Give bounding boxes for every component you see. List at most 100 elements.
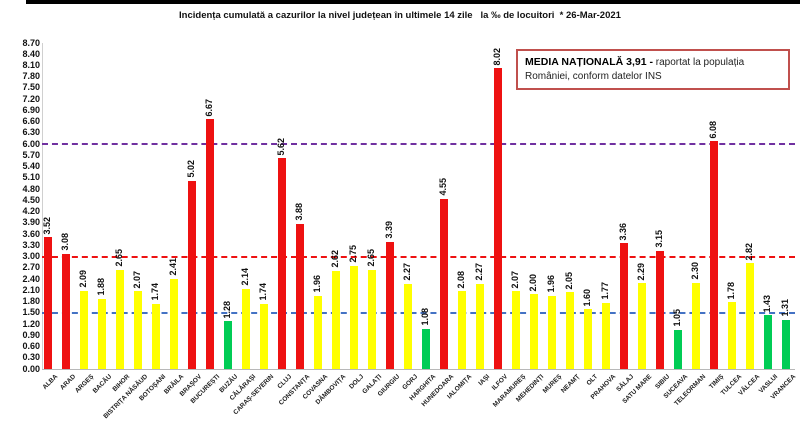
y-axis-tick-label: 2.40 — [22, 273, 40, 284]
bar-value-label: 2.27 — [402, 263, 412, 281]
y-axis-tick-label: 5.10 — [22, 172, 40, 183]
bar-value-label: 3.08 — [60, 233, 70, 251]
bar-GORJ — [404, 283, 412, 369]
y-axis-tick-label: 8.40 — [22, 48, 40, 59]
bar-BUZĂU — [224, 321, 232, 369]
y-axis-tick-label: 6.00 — [22, 138, 40, 149]
reference-line-3.00 — [42, 255, 795, 258]
y-axis-line — [42, 43, 43, 369]
bar-GALAȚI — [368, 269, 376, 369]
bar-value-label: 2.75 — [348, 245, 358, 263]
bar-IALOMIȚA — [458, 291, 466, 369]
bar-ARGEȘ — [80, 290, 88, 369]
bar-VÂLCEA — [746, 263, 754, 369]
bar-CLUJ — [278, 158, 286, 369]
bar-TULCEA — [728, 302, 736, 369]
legend-rest-text: raportat la populația României, conform … — [525, 57, 745, 82]
bar-value-label: 2.07 — [510, 270, 520, 289]
bar-DÂMBOVIȚA — [332, 270, 340, 369]
bar-HARGHITA — [422, 328, 430, 369]
bar-SĂLAJ — [620, 243, 628, 369]
national-average-legend: MEDIA NAȚIONALĂ 3,91 - raportat la popul… — [516, 49, 790, 90]
bar-value-label: 3.52 — [42, 216, 52, 235]
y-axis-tick-label: 3.00 — [22, 251, 40, 262]
bar-OLT — [584, 309, 592, 369]
y-axis-tick-label: 0.60 — [22, 341, 40, 352]
bar-value-label: 3.15 — [654, 230, 664, 248]
y-axis-tick-label: 0.90 — [22, 329, 40, 340]
bar-value-label: 2.07 — [132, 270, 142, 289]
bar-value-label: 1.96 — [546, 275, 556, 293]
bar-value-label: 2.65 — [114, 249, 124, 267]
bar-value-label: 2.41 — [168, 258, 178, 276]
y-axis-tick-label: 1.80 — [22, 296, 40, 307]
bar-BRAȘOV — [188, 180, 196, 369]
y-axis-tick-label: 6.90 — [22, 104, 40, 115]
bar-value-label: 6.08 — [708, 120, 718, 139]
y-axis-tick-label: 4.20 — [22, 206, 40, 217]
y-axis-tick-label: 8.10 — [22, 59, 40, 70]
y-axis-tick-label: 6.60 — [22, 116, 40, 127]
bar-MEHEDINȚI — [530, 294, 538, 369]
chart-title: Incidența cumulată a cazurilor la nivel … — [179, 10, 621, 21]
bar-value-label: 2.30 — [690, 262, 700, 280]
bar-value-label: 2.14 — [240, 268, 250, 286]
bar-ILFOV — [494, 68, 502, 369]
bar-VASLUI — [764, 315, 772, 369]
bar-value-label: 2.82 — [744, 242, 754, 261]
bar-value-label: 2.09 — [78, 270, 88, 288]
bar-value-label: 3.88 — [294, 203, 304, 221]
bar-GIURGIU — [386, 241, 394, 369]
y-axis-tick-label: 4.80 — [22, 183, 40, 194]
bar-PRAHOVA — [602, 302, 610, 369]
bar-value-label: 2.08 — [456, 270, 466, 289]
bar-value-label: 1.05 — [672, 309, 682, 327]
y-axis-tick-label: 7.50 — [22, 82, 40, 93]
y-axis-tick-label: 1.20 — [22, 318, 40, 329]
bar-value-label: 1.28 — [222, 300, 232, 319]
bar-CONSTANȚA — [296, 223, 304, 369]
y-axis-tick-label: 2.10 — [22, 284, 40, 295]
y-axis-tick-label: 2.70 — [22, 262, 40, 273]
window-top-border — [26, 0, 800, 4]
bar-ARAD — [62, 253, 70, 369]
bar-BACĂU — [98, 298, 106, 369]
bar-DOLJ — [350, 265, 358, 369]
bar-value-label: 1.31 — [780, 299, 790, 317]
bar-value-label: 1.60 — [582, 288, 592, 307]
bar-value-label: 1.96 — [312, 275, 322, 293]
bar-value-label: 2.05 — [564, 271, 574, 290]
bar-value-label: 1.74 — [258, 283, 268, 301]
bar-SIBIU — [656, 250, 664, 369]
y-axis-tick-label: 4.50 — [22, 194, 40, 205]
legend-bold-text: MEDIA NAȚIONALĂ 3,91 - — [525, 56, 653, 68]
bar-value-label: 3.39 — [384, 221, 394, 239]
bar-value-label: 1.77 — [600, 282, 610, 300]
y-axis-tick-label: 3.60 — [22, 228, 40, 239]
bar-VRANCEA — [782, 319, 790, 369]
y-axis-tick-label: 7.80 — [22, 71, 40, 82]
bar-value-label: 4.55 — [438, 177, 448, 196]
bar-value-label: 2.27 — [474, 263, 484, 281]
bar-value-label: 2.00 — [528, 273, 538, 292]
bar-MARAMUREȘ — [512, 291, 520, 369]
y-axis-tick-label: 5.40 — [22, 161, 40, 172]
bar-value-label: 8.02 — [492, 47, 502, 66]
bar-IAȘI — [476, 283, 484, 369]
bar-NEAMȚ — [566, 292, 574, 369]
bar-value-label: 5.02 — [186, 160, 196, 178]
bar-value-label: 2.62 — [330, 250, 340, 268]
y-axis-tick-label: 3.30 — [22, 239, 40, 250]
bar-MUREȘ — [548, 295, 556, 369]
bar-value-label: 1.78 — [726, 281, 736, 300]
bar-value-label: 6.67 — [204, 98, 214, 117]
y-axis-tick-label: 0.30 — [22, 352, 40, 363]
bar-value-label: 1.88 — [96, 278, 106, 296]
bar-value-label: 1.74 — [150, 283, 160, 301]
bar-value-label: 3.36 — [618, 222, 628, 241]
y-axis-tick-label: 7.20 — [22, 93, 40, 104]
y-axis-tick-label: 3.90 — [22, 217, 40, 228]
bar-value-label: 5.62 — [276, 137, 286, 156]
bar-value-label: 1.08 — [420, 308, 430, 326]
bar-BRĂILA — [170, 278, 178, 369]
